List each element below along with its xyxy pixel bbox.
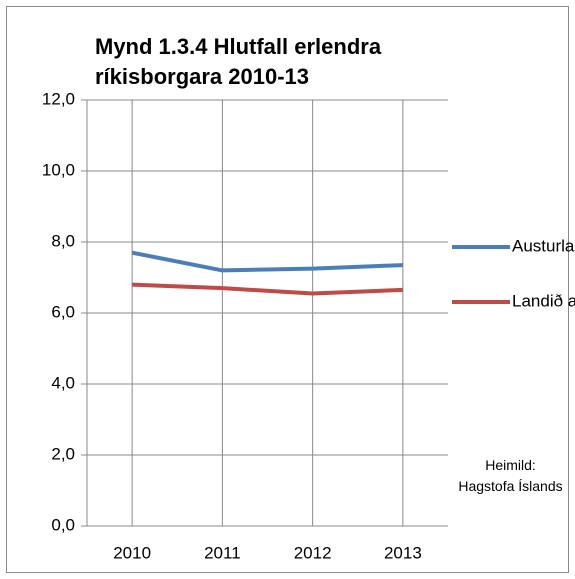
x-tick-label: 2012 (294, 543, 332, 562)
series-line (132, 282, 403, 296)
legend-label: Austurland % (512, 236, 575, 255)
x-tick-label: 2010 (113, 543, 151, 562)
x-tick-label: 2011 (204, 543, 241, 562)
annotation: Heimild: Hagstofa Íslands (458, 457, 563, 494)
series-line (131, 250, 403, 273)
y-tick-label: 0,0 (51, 515, 75, 534)
annotation-box: Heimild: Hagstofa Íslands (458, 457, 563, 494)
legend-label: Landið allt % (512, 291, 575, 310)
y-tick-label: 2,0 (51, 444, 75, 463)
y-tick-label: 4,0 (51, 373, 75, 392)
y-tick-label: 6,0 (51, 302, 75, 321)
chart-title: Mynd 1.3.4 Hlutfall erlendra ríkisborgar… (95, 34, 382, 89)
y-tick-label: 8,0 (51, 231, 75, 250)
x-tick-label: 2013 (384, 543, 422, 562)
chart-border (6, 6, 569, 573)
title-box: Mynd 1.3.4 Hlutfall erlendra ríkisborgar… (95, 34, 382, 89)
y-tick-label: 10,0 (42, 160, 75, 179)
y-tick-label: 12,0 (42, 89, 75, 108)
